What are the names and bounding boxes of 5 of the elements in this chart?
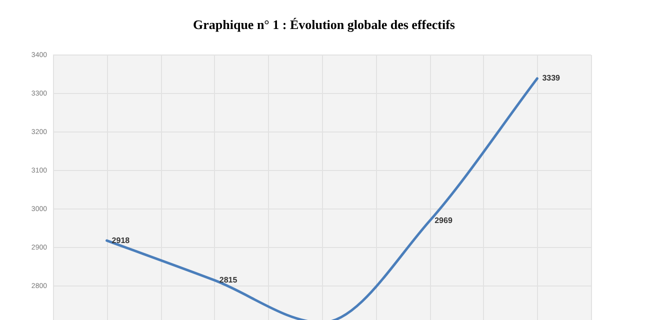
chart-title: Graphique n° 1 : Évolution globale des effectifs <box>192 17 456 33</box>
data-label: 2918 <box>112 236 130 245</box>
data-label: 2969 <box>434 216 453 226</box>
data-label: 2815 <box>219 275 238 284</box>
data-label: 3339 <box>542 74 561 83</box>
